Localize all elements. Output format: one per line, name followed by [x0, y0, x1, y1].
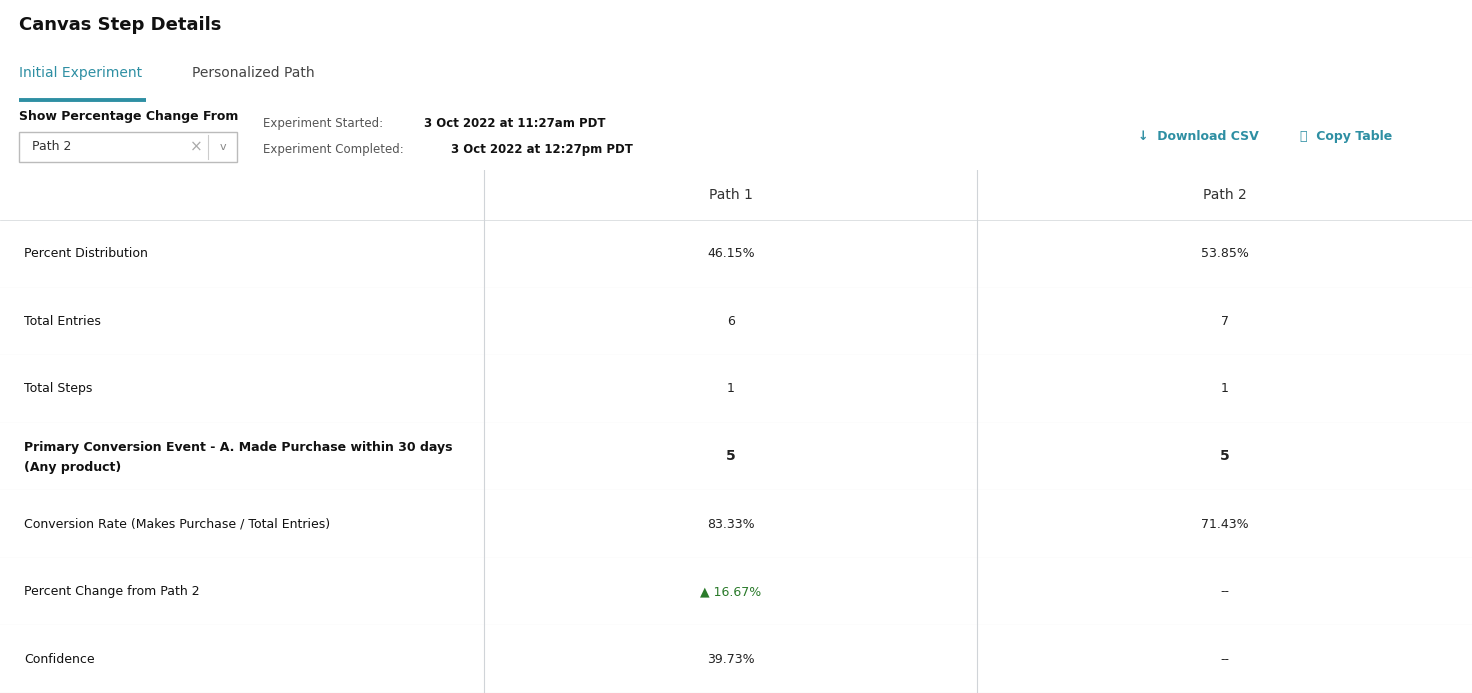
Text: --: -- — [1220, 653, 1229, 666]
Text: --: -- — [1220, 585, 1229, 598]
Text: Confidence: Confidence — [24, 653, 94, 666]
Text: 6: 6 — [727, 315, 735, 328]
Text: 1: 1 — [1220, 383, 1229, 396]
Text: Show Percentage Change From: Show Percentage Change From — [19, 110, 238, 123]
Text: 83.33%: 83.33% — [707, 518, 755, 531]
Text: ×: × — [190, 139, 203, 155]
Text: Primary Conversion Event - A. Made Purchase within 30 days: Primary Conversion Event - A. Made Purch… — [24, 441, 452, 454]
Text: 3 Oct 2022 at 11:27am PDT: 3 Oct 2022 at 11:27am PDT — [424, 116, 606, 130]
FancyBboxPatch shape — [19, 132, 237, 162]
Text: ▲ 16.67%: ▲ 16.67% — [701, 585, 761, 598]
Text: 5: 5 — [726, 450, 736, 464]
Text: Experiment Completed:: Experiment Completed: — [262, 143, 408, 156]
Text: Path 2: Path 2 — [32, 141, 71, 154]
Text: 71.43%: 71.43% — [1201, 518, 1248, 531]
Text: Total Entries: Total Entries — [24, 315, 100, 328]
Text: ↓  Download CSV: ↓ Download CSV — [1138, 130, 1259, 143]
Text: Canvas Step Details: Canvas Step Details — [19, 16, 221, 34]
Text: Conversion Rate (Makes Purchase / Total Entries): Conversion Rate (Makes Purchase / Total … — [24, 518, 330, 531]
Text: 7: 7 — [1220, 315, 1229, 328]
Text: Path 2: Path 2 — [1203, 188, 1247, 202]
Text: 46.15%: 46.15% — [707, 247, 755, 261]
Text: Percent Change from Path 2: Percent Change from Path 2 — [24, 585, 200, 598]
Text: Initial Experiment: Initial Experiment — [19, 66, 141, 80]
Text: Personalized Path: Personalized Path — [193, 66, 315, 80]
Text: (Any product): (Any product) — [24, 462, 121, 475]
Text: Total Steps: Total Steps — [24, 383, 93, 396]
Text: Path 1: Path 1 — [708, 188, 752, 202]
Text: ⧉  Copy Table: ⧉ Copy Table — [1300, 130, 1393, 143]
Text: 39.73%: 39.73% — [707, 653, 755, 666]
Text: 3 Oct 2022 at 12:27pm PDT: 3 Oct 2022 at 12:27pm PDT — [450, 143, 633, 156]
Text: Percent Distribution: Percent Distribution — [24, 247, 147, 261]
Text: 1: 1 — [727, 383, 735, 396]
Text: v: v — [219, 142, 227, 152]
Text: 53.85%: 53.85% — [1201, 247, 1248, 261]
Text: 5: 5 — [1220, 450, 1229, 464]
Text: Experiment Started:: Experiment Started: — [262, 116, 387, 130]
